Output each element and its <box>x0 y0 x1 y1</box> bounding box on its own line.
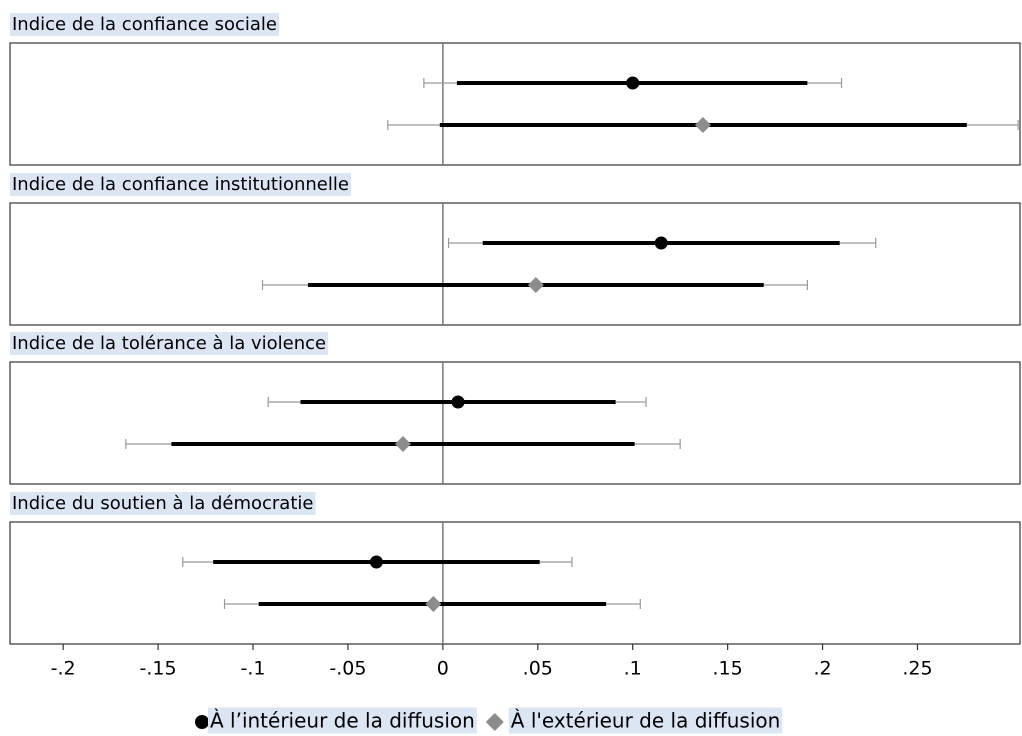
panel-title: Indice du soutien à la démocratie <box>12 493 313 514</box>
point-estimate <box>369 555 383 569</box>
legend-label: À l'extérieur de la diffusion <box>511 709 781 733</box>
panel-title: Indice de la confiance institutionnelle <box>12 174 349 195</box>
panel-frame <box>9 202 1021 326</box>
x-tick-label: -.05 <box>329 658 366 680</box>
point-estimate <box>425 596 442 612</box>
panel-frame <box>9 521 1021 645</box>
legend-marker <box>485 713 504 731</box>
panel-title: Indice de la tolérance à la violence <box>12 333 326 354</box>
x-tick-label: .05 <box>523 658 553 680</box>
x-tick-label: .15 <box>713 658 743 680</box>
label-highlight <box>10 332 329 355</box>
panel-frame <box>9 42 1021 166</box>
label-highlight <box>508 707 783 734</box>
point-estimate <box>394 436 411 452</box>
label-highlight <box>10 173 351 196</box>
label-highlight <box>10 13 279 36</box>
x-tick-label: -.1 <box>241 658 266 680</box>
x-tick-label: .25 <box>902 658 932 680</box>
x-tick-label: .2 <box>813 658 831 680</box>
x-tick-label: .1 <box>624 658 642 680</box>
legend-marker <box>195 715 209 729</box>
x-tick-label: 0 <box>437 658 449 680</box>
x-tick-label: -.2 <box>51 658 76 680</box>
point-estimate <box>654 236 668 250</box>
point-estimate <box>527 277 544 293</box>
point-estimate <box>626 76 640 90</box>
x-tick-label: -.15 <box>140 658 177 680</box>
panel-title: Indice de la confiance sociale <box>12 14 277 35</box>
point-estimate <box>694 117 711 133</box>
legend-label: À l’intérieur de la diffusion <box>210 709 475 733</box>
label-highlight <box>10 492 316 515</box>
panel-frame <box>9 361 1021 485</box>
point-estimate <box>451 395 465 409</box>
label-highlight <box>208 707 477 734</box>
